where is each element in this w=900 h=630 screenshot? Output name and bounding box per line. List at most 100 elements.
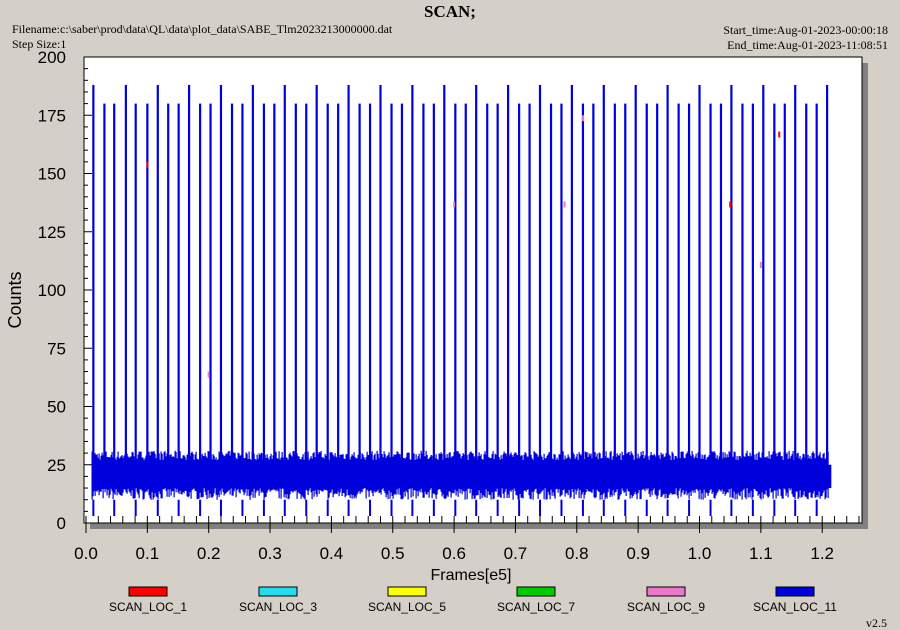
spike bbox=[815, 103, 818, 489]
x-tick-label: 0.1 bbox=[136, 544, 160, 563]
legend-label: SCAN_LOC_1 bbox=[109, 600, 187, 614]
spike bbox=[538, 84, 542, 489]
spike-dip bbox=[602, 499, 605, 517]
spike bbox=[666, 84, 669, 489]
spike-dip bbox=[518, 499, 521, 517]
noise-band-end bbox=[828, 464, 832, 489]
spike bbox=[624, 103, 627, 489]
version-label: v2.5 bbox=[866, 616, 887, 630]
spike-dip bbox=[411, 499, 414, 517]
legend-label: SCAN_LOC_9 bbox=[627, 600, 705, 614]
spike-dip bbox=[730, 499, 733, 517]
spike bbox=[199, 103, 202, 489]
y-tick-label: 75 bbox=[47, 339, 66, 358]
spike bbox=[167, 103, 170, 489]
spike-dip bbox=[751, 499, 754, 517]
legend-label: SCAN_LOC_5 bbox=[368, 600, 446, 614]
series-speck bbox=[453, 201, 456, 208]
spike bbox=[92, 84, 95, 489]
x-tick-label: 0.4 bbox=[320, 544, 344, 563]
x-tick-label: 0.5 bbox=[381, 544, 405, 563]
y-tick-label: 175 bbox=[38, 106, 66, 125]
spike bbox=[241, 103, 244, 489]
spike bbox=[698, 84, 701, 489]
spike bbox=[805, 103, 808, 489]
spike bbox=[134, 103, 137, 489]
spike bbox=[315, 84, 318, 489]
y-tick-label: 100 bbox=[38, 281, 66, 300]
filename-label: Filename:c:\saber\prod\data\QL\data\plot… bbox=[12, 22, 393, 36]
spike-dip bbox=[219, 499, 222, 517]
spike bbox=[496, 103, 499, 489]
spike bbox=[454, 103, 457, 489]
y-tick-label: 50 bbox=[47, 398, 66, 417]
step-size-label: Step Size:1 bbox=[12, 37, 66, 51]
spike-dip bbox=[454, 499, 457, 517]
noise-band-core bbox=[92, 460, 829, 489]
spike bbox=[187, 84, 191, 489]
spike-dip bbox=[432, 499, 435, 517]
legend-label: SCAN_LOC_3 bbox=[239, 600, 317, 614]
data-layer bbox=[91, 84, 832, 517]
x-tick-label: 0.0 bbox=[74, 544, 98, 563]
spike bbox=[347, 84, 350, 489]
spike bbox=[103, 103, 106, 489]
y-axis-label: Counts bbox=[5, 271, 25, 328]
spike-dip bbox=[305, 499, 308, 517]
spike-dip bbox=[496, 499, 499, 517]
spike bbox=[506, 84, 510, 489]
spike-dip bbox=[773, 499, 776, 517]
spike bbox=[177, 103, 180, 489]
legend-swatch bbox=[387, 586, 427, 597]
spike bbox=[719, 103, 723, 489]
spike bbox=[113, 103, 116, 489]
spike bbox=[730, 84, 733, 489]
spike-dip bbox=[560, 499, 563, 517]
spike bbox=[251, 84, 254, 489]
spike-dip bbox=[156, 499, 159, 517]
spike-dip bbox=[241, 499, 244, 517]
x-tick-label: 1.0 bbox=[688, 544, 712, 563]
chart-title: SCAN; bbox=[424, 2, 476, 21]
spike bbox=[783, 103, 786, 489]
legend-swatch bbox=[516, 586, 556, 597]
spike-dip bbox=[688, 499, 691, 517]
axis-layer: 0 25 50 75 100 125 150 175 200 0.0 0.1 0.2 0.3 0.4 0.5… bbox=[38, 48, 860, 563]
spike bbox=[432, 103, 435, 489]
legend-label: SCAN_LOC_7 bbox=[497, 600, 575, 614]
spike-dip bbox=[581, 499, 584, 517]
spike bbox=[592, 103, 595, 489]
series-speck bbox=[146, 161, 149, 168]
spike-dip bbox=[538, 499, 541, 517]
spike bbox=[475, 84, 478, 489]
spike bbox=[826, 84, 829, 489]
x-axis-label: Frames[e5] bbox=[431, 567, 512, 584]
spike-dip bbox=[92, 499, 95, 517]
series-scan-loc-11 bbox=[91, 84, 832, 517]
series-speck bbox=[563, 201, 566, 208]
spike bbox=[146, 103, 149, 489]
x-tick-label: 0.8 bbox=[565, 544, 589, 563]
spike bbox=[305, 103, 308, 489]
spike-dip bbox=[262, 499, 265, 517]
spike bbox=[773, 103, 776, 489]
spike bbox=[645, 103, 648, 489]
start-time-label: Start_time:Aug-01-2023-00:00:18 bbox=[723, 23, 888, 37]
spike-dip bbox=[369, 499, 372, 517]
spike bbox=[390, 103, 393, 489]
spike-dip bbox=[113, 499, 116, 517]
legend-swatch bbox=[258, 586, 298, 597]
y-tick-label: 25 bbox=[47, 456, 66, 475]
spike-dip bbox=[645, 499, 648, 517]
spike bbox=[560, 103, 563, 489]
spike bbox=[124, 84, 127, 489]
spike-dip bbox=[326, 499, 329, 517]
end-time-label: End_time:Aug-01-2023-11:08:51 bbox=[727, 38, 888, 52]
spike bbox=[486, 103, 489, 489]
spike bbox=[687, 103, 691, 489]
spike-dip bbox=[624, 499, 627, 517]
series-speck bbox=[581, 115, 584, 122]
series-speck bbox=[778, 131, 781, 138]
spike-dip bbox=[709, 499, 712, 517]
x-tick-label: 1.1 bbox=[749, 544, 773, 563]
